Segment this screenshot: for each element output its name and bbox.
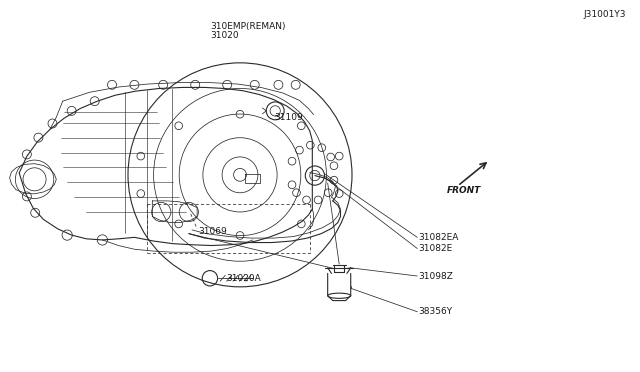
Text: 31109: 31109 [274,113,303,122]
Text: 31082EA: 31082EA [419,233,459,242]
Text: 31020A: 31020A [227,274,261,283]
Text: 38356Y: 38356Y [419,307,452,316]
Text: 31082E: 31082E [419,244,453,253]
Text: 310EMP(REMAN): 310EMP(REMAN) [210,22,285,31]
Text: FRONT: FRONT [447,186,481,195]
Text: J31001Y3: J31001Y3 [584,10,626,19]
Text: 31020: 31020 [210,31,239,40]
Text: 31098Z: 31098Z [419,272,453,280]
Text: 31069: 31069 [198,227,227,236]
